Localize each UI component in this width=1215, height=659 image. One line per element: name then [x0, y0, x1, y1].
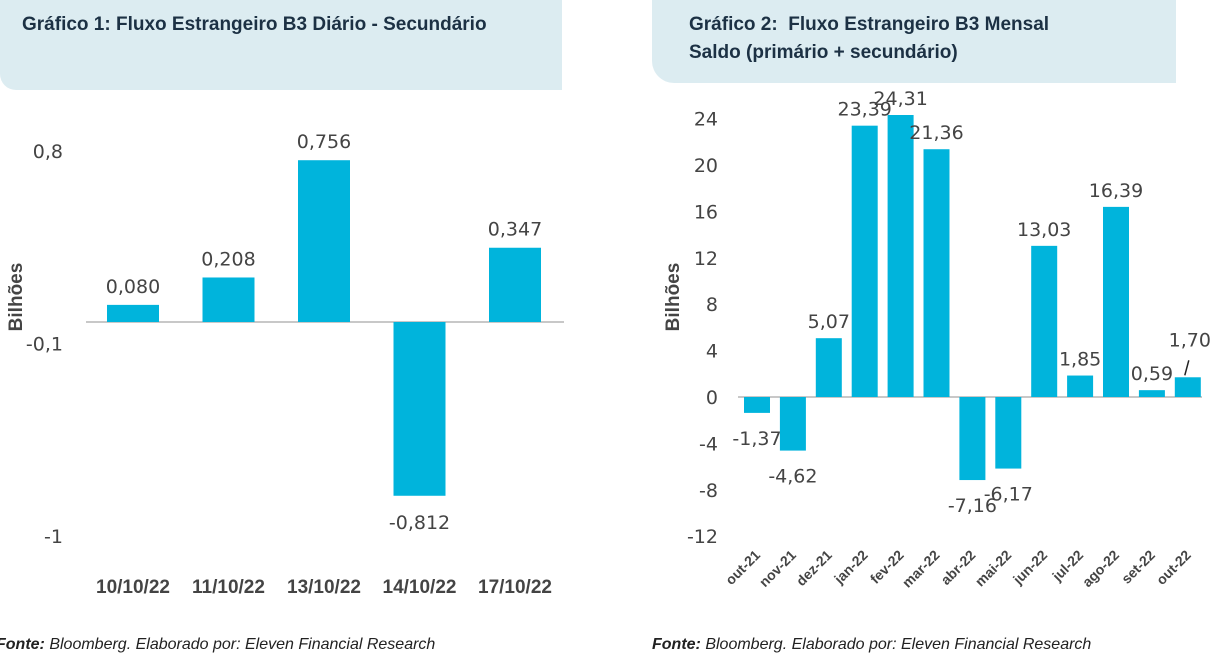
chart1-x-tick-label: 17/10/22 — [478, 577, 552, 598]
chart1-data-label: 0,347 — [488, 219, 542, 241]
chart2-data-label: -4,62 — [768, 466, 817, 488]
chart2-data-label: -1,37 — [732, 428, 781, 450]
chart1-source: Fonte: Bloomberg. Elaborado por: Eleven … — [0, 636, 435, 654]
chart2-y-tick-label: 16 — [694, 201, 718, 223]
chart2-y-tick-label: -8 — [699, 480, 718, 502]
chart2-x-tick-label: mar-22 — [899, 547, 943, 591]
chart2-source: Fonte: Bloomberg. Elaborado por: Eleven … — [652, 636, 1091, 654]
chart2-plot: 24 20 16 12 8 4 0 -4 -8 -12 Bilhões -1,37 out-21 -4,6… — [663, 88, 1211, 591]
chart2-x-tick-label: nov-21 — [756, 547, 799, 590]
chart2-header-bg — [652, 0, 1176, 83]
chart2-data-label: 0,59 — [1131, 363, 1173, 385]
chart2-data-label: -7,16 — [948, 495, 997, 517]
chart1-y-tick-label: -0,1 — [26, 333, 63, 355]
chart1-x-tick-label: 14/10/22 — [383, 577, 457, 598]
chart1-y-axis-label: Bilhões — [6, 263, 27, 332]
chart1-header-bg — [0, 0, 562, 90]
chart1-x-tick-label: 10/10/22 — [96, 577, 170, 598]
chart2-x-tick-label: abr-22 — [937, 547, 978, 588]
chart1-bar — [393, 322, 446, 496]
chart2-bar — [1138, 390, 1165, 397]
chart2-bar — [779, 397, 806, 451]
chart2-y-axis-label: Bilhões — [663, 263, 684, 332]
chart1-bar — [107, 304, 159, 322]
chart1-x-tick-label: 11/10/22 — [192, 577, 265, 598]
chart2-x-tick-label: mai-22 — [972, 547, 1015, 590]
chart1-data-label: -0,812 — [389, 512, 450, 534]
chart2-y-tick-label: 4 — [706, 341, 718, 363]
chart2-x-tick-label: out-21 — [722, 547, 763, 588]
chart2-bar — [1103, 206, 1129, 397]
chart2-title: Gráfico 2: Fluxo Estrangeiro B3 Mensal S… — [689, 11, 1049, 67]
chart2-bar — [887, 115, 914, 397]
chart2-data-label: 16,39 — [1089, 180, 1143, 202]
chart2-bar — [744, 397, 770, 413]
chart2-bar — [851, 125, 878, 398]
chart1-y-tick-label: -1 — [44, 526, 63, 548]
chart1-title: Gráfico 1: Fluxo Estrangeiro B3 Diário -… — [22, 14, 487, 35]
chart2-bar — [959, 397, 986, 481]
chart2-title-line2: Saldo (primário + secundário) — [689, 42, 958, 63]
chart2-x-tick-label: jan-22 — [830, 547, 871, 588]
chart2-y-tick-label: 12 — [694, 248, 718, 270]
chart1-plot: 0,8 -0,1 -1 Bilhões 0,080 10/10/22 0,208 11/10/… — [6, 131, 564, 598]
chart2-x-tick-label: set-22 — [1118, 547, 1158, 587]
chart1-bar — [202, 277, 255, 322]
chart2-data-label: 23,39 — [837, 99, 891, 121]
chart1-x-tick-label: 13/10/22 — [287, 577, 361, 598]
chart2-x-tick-label: ago-22 — [1079, 547, 1122, 590]
chart2-title-line1: Gráfico 2: Fluxo Estrangeiro B3 Mensal — [689, 14, 1050, 35]
chart2-data-label: 13,03 — [1017, 219, 1071, 241]
chart2-data-label: -6,17 — [984, 484, 1033, 506]
chart2-leader-line — [1184, 360, 1190, 376]
chart1-data-label: 0,080 — [106, 276, 160, 298]
chart2-bar — [815, 338, 842, 397]
chart2-y-tick-label: -4 — [699, 433, 718, 455]
chart2-data-label: 1,70 — [1169, 329, 1211, 351]
chart2-bar — [1031, 245, 1058, 397]
chart2-data-label: 1,85 — [1059, 349, 1101, 371]
chart2-y-tick-label: 8 — [706, 294, 718, 316]
chart2-y-tick-label: 0 — [706, 387, 718, 409]
chart2-source-text: Bloomberg. Elaborado por: Eleven Financi… — [700, 636, 1092, 653]
chart2-data-label: 24,31 — [873, 88, 927, 110]
chart2-source-prefix: Fonte: — [652, 636, 701, 653]
chart1-data-label: 0,756 — [297, 131, 351, 153]
chart2-y-tick-label: 24 — [694, 109, 718, 131]
chart1-y-tick-label: 0,8 — [33, 141, 63, 163]
chart1-data-label: 0,208 — [201, 248, 255, 270]
chart2-y-tick-label: -12 — [687, 526, 718, 548]
chart2-x-tick-label: jun-22 — [1009, 547, 1050, 588]
chart1-bar — [298, 160, 350, 322]
chart2-data-label: 5,07 — [808, 311, 850, 333]
chart2-data-label: 21,36 — [909, 122, 963, 144]
chart2-bar — [1067, 375, 1094, 397]
chart2-x-tick-label: out-22 — [1153, 547, 1194, 588]
chart1-source-text: Bloomberg. Elaborado por: Eleven Financi… — [44, 636, 436, 653]
chart2-bar — [995, 397, 1022, 469]
chart2-bar — [923, 149, 950, 397]
chart1-bar — [489, 247, 541, 322]
chart2-y-tick-label: 20 — [694, 155, 718, 177]
chart2-bar — [1174, 377, 1201, 397]
chart1-source-prefix: Fonte: — [0, 636, 45, 653]
chart2-x-tick-label: dez-21 — [793, 547, 835, 589]
